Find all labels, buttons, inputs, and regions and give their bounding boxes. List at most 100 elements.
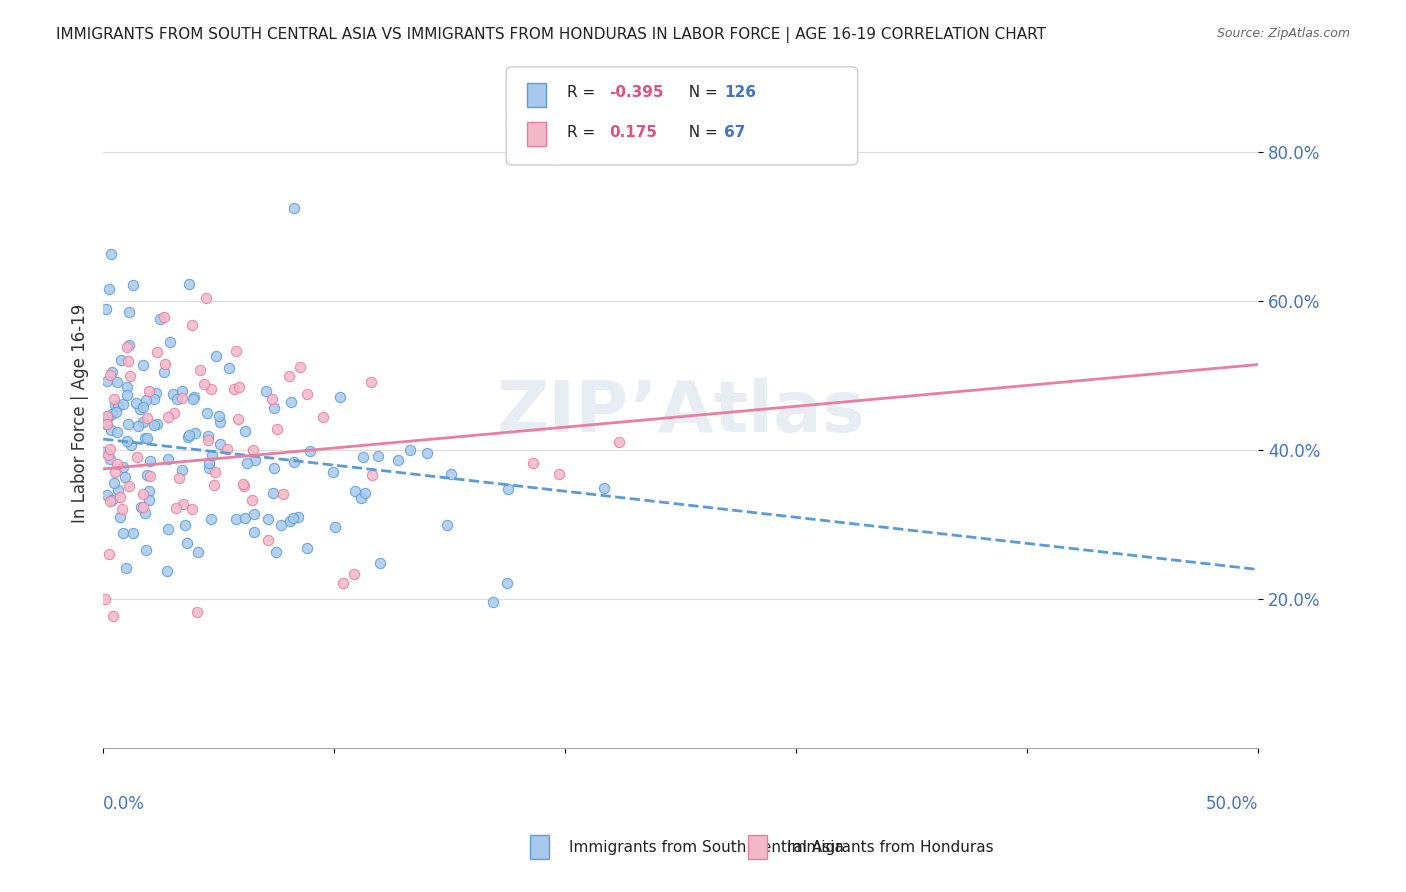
Point [94,302,117,317]
Point [215,442,238,456]
Point [98,368,121,382]
Point [262,485,284,500]
Text: N =: N = [679,85,723,100]
Point [176,536,198,550]
Point [132,415,155,429]
Text: N =: N = [679,125,723,140]
Point [110,509,132,524]
Point [96,409,118,424]
Point [104,399,127,413]
Point [254,384,277,398]
Point [361,467,384,482]
Point [174,518,197,533]
Y-axis label: In Labor Force | Age 16-19: In Labor Force | Age 16-19 [72,303,89,523]
Point [360,375,382,389]
Point [118,338,141,352]
Point [135,410,157,425]
Point [198,456,221,470]
Point [139,468,162,483]
Point [283,511,305,525]
Point [440,467,463,481]
Point [115,561,138,575]
Point [112,397,135,411]
Point [257,533,280,548]
Point [153,366,176,380]
Point [609,434,631,449]
Point [295,541,318,556]
Point [232,477,254,491]
Point [287,510,309,524]
Point [271,487,294,501]
Text: Source: ZipAtlas.com: Source: ZipAtlas.com [1216,27,1350,40]
Point [115,340,138,354]
Point [270,518,292,533]
Point [283,454,305,468]
Point [156,564,179,578]
Point [111,459,134,474]
Point [352,450,374,465]
Point [344,483,367,498]
Point [120,438,142,452]
Point [138,483,160,498]
Point [177,427,200,442]
Point [153,310,176,324]
Point [350,491,373,505]
Point [101,365,124,379]
Point [100,247,122,261]
Text: R =: R = [567,85,600,100]
Point [243,508,266,522]
Point [208,437,231,451]
Point [111,526,134,541]
Point [101,492,124,507]
Point [495,576,517,591]
Point [322,465,344,479]
Text: Immigrants from South Central Asia: Immigrants from South Central Asia [569,840,845,855]
Point [181,318,204,332]
Point [197,461,219,475]
Point [132,487,155,501]
Point [166,392,188,407]
Point [98,452,121,467]
Point [416,445,439,459]
Point [233,511,256,525]
Point [107,483,129,498]
Point [165,500,187,515]
Text: -0.395: -0.395 [609,85,664,100]
Point [329,390,352,404]
Point [118,305,141,319]
Point [97,448,120,462]
Point [194,291,217,305]
Point [125,396,148,410]
Text: Immigrants from Honduras: Immigrants from Honduras [787,840,994,855]
Point [110,490,132,504]
Point [167,471,190,485]
Point [183,425,205,440]
Point [97,409,120,424]
Text: 0.175: 0.175 [609,125,657,140]
Point [263,401,285,415]
Point [200,512,222,526]
Point [122,525,145,540]
Point [260,392,283,406]
Point [170,384,193,398]
Point [111,502,134,516]
Point [131,500,153,514]
Point [204,465,226,479]
Point [143,417,166,432]
Point [107,399,129,413]
Text: R =: R = [567,125,600,140]
Point [157,410,180,425]
Point [134,507,156,521]
Point [236,457,259,471]
Point [103,392,125,406]
Point [353,486,375,500]
Point [114,470,136,484]
Point [218,360,240,375]
Point [312,409,335,424]
Point [101,407,124,421]
Point [496,482,519,496]
Point [146,344,169,359]
Point [162,386,184,401]
Point [202,478,225,492]
Point [125,450,148,464]
